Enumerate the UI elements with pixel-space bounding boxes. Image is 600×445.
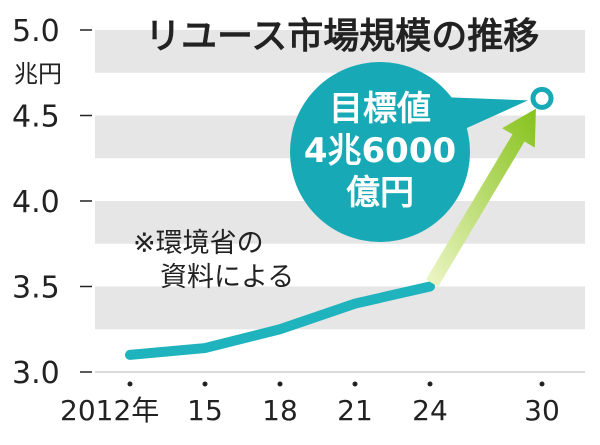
chart-title: リユース市場規模の推移	[145, 16, 539, 57]
y-tick-label: 5.0	[12, 14, 60, 49]
series-line-group	[125, 281, 435, 360]
series-line	[125, 281, 435, 360]
x-tick-label: 2012年	[60, 394, 159, 427]
x-tick-label: 21	[337, 394, 373, 427]
x-tick-label: 18	[262, 394, 298, 427]
x-tick-label: 30	[524, 394, 560, 427]
callout-circle	[290, 62, 470, 242]
target-label-line: 4兆6000	[304, 131, 456, 171]
background-band	[95, 30, 585, 73]
y-tick-label: 4.5	[12, 100, 60, 135]
target-label-line: 億円	[346, 173, 414, 213]
target-label-line: 目標値	[329, 89, 431, 129]
note-line: 資料による	[160, 262, 294, 293]
y-tick-label: 3.5	[12, 271, 60, 306]
unit-label: 兆円	[14, 60, 62, 88]
target-arrow-shape	[426, 108, 536, 287]
y-axis-ticks: 3.0 3.5 4.0 4.5 5.0	[12, 14, 92, 391]
x-tick-dot	[539, 381, 545, 387]
x-tick-dot	[352, 381, 358, 387]
y-tick-label: 3.0	[12, 356, 60, 391]
target-point	[530, 86, 554, 110]
y-tick-label: 4.0	[12, 185, 60, 220]
x-tick-dot	[427, 381, 433, 387]
x-tick-dot	[202, 381, 208, 387]
target-arrow	[426, 108, 536, 287]
x-tick-label: 24	[412, 394, 448, 427]
x-axis-ticks: 2012年 15 18 21 24 30	[60, 381, 560, 427]
x-tick-label: 15	[187, 394, 223, 427]
x-tick-dot	[277, 381, 283, 387]
x-tick-dot	[127, 381, 133, 387]
note-line: ※環境省の	[133, 228, 264, 259]
